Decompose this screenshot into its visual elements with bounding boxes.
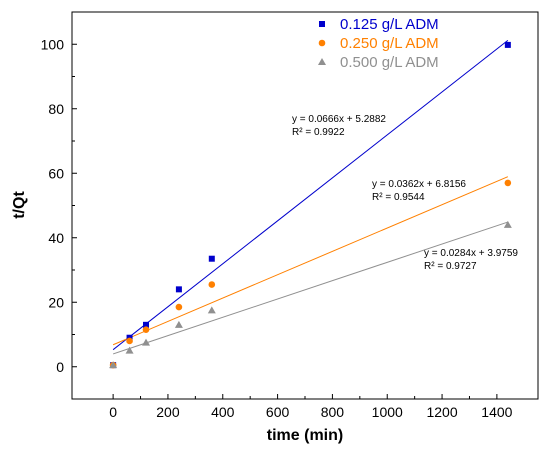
trend-r-squared: R² = 0.9727 [424, 261, 477, 272]
legend-marker [318, 39, 326, 47]
legend-label: 0.250 g/L ADM [340, 35, 439, 52]
x-tick-label: 1400 [481, 404, 512, 420]
x-tick-label: 800 [321, 404, 345, 420]
data-points [109, 41, 512, 369]
y-tick-label: 100 [41, 36, 65, 52]
data-point [175, 303, 183, 311]
x-tick-label: 1200 [426, 404, 457, 420]
data-point [174, 320, 183, 328]
legend-marker [319, 21, 325, 27]
trend-line [112, 221, 509, 355]
x-tick-label: 200 [156, 404, 180, 420]
x-tick-label: 0 [109, 404, 117, 420]
data-point [208, 255, 215, 262]
trend-r-squared: R² = 0.9544 [372, 192, 425, 203]
data-point [143, 321, 150, 328]
trend-r-squared: R² = 0.9922 [292, 127, 345, 138]
data-point [126, 337, 133, 345]
trend-equations: y = 0.0666x + 5.2882 R² = 0.9922 y = 0.036… [292, 114, 518, 272]
data-point [504, 41, 511, 48]
y-tick-label: 20 [48, 294, 64, 310]
x-tick-label: 600 [266, 404, 290, 420]
trend-line [112, 176, 509, 346]
x-tick-label: 1000 [372, 404, 403, 420]
trend-equation: y = 0.0284x + 3.9759 [424, 248, 518, 259]
trend-equation: y = 0.0362x + 6.8156 [372, 179, 466, 190]
y-tick-label: 80 [48, 101, 64, 117]
legend-marker [318, 58, 326, 65]
y-tick-label: 0 [56, 359, 64, 375]
data-point [208, 281, 216, 288]
legend-label: 0.500 g/L ADM [340, 54, 439, 71]
plot-frame [71, 11, 539, 400]
data-point [175, 286, 182, 293]
legend: 0.125 g/L ADM 0.250 g/L ADM 0.500 g/L ADM [318, 16, 439, 71]
data-point [207, 306, 216, 314]
data-point [503, 220, 512, 228]
data-point [142, 338, 151, 346]
y-tick-label: 60 [48, 165, 64, 181]
data-point [125, 346, 134, 354]
trend-equation: y = 0.0666x + 5.2882 [292, 114, 386, 125]
trend-line [112, 40, 509, 351]
legend-label: 0.125 g/L ADM [340, 16, 439, 33]
data-point [504, 179, 512, 187]
axis-ticks: 0 200 400 600 800 1000 1200 1400 0 20 40 60 80 100 [41, 36, 513, 420]
x-tick-label: 400 [211, 404, 235, 420]
y-tick-label: 40 [48, 230, 64, 246]
data-point [142, 326, 150, 333]
x-axis-title: time (min) [267, 427, 343, 444]
data-point [109, 361, 118, 369]
y-axis-title: t/Qt [11, 191, 28, 219]
trend-lines [112, 40, 509, 355]
